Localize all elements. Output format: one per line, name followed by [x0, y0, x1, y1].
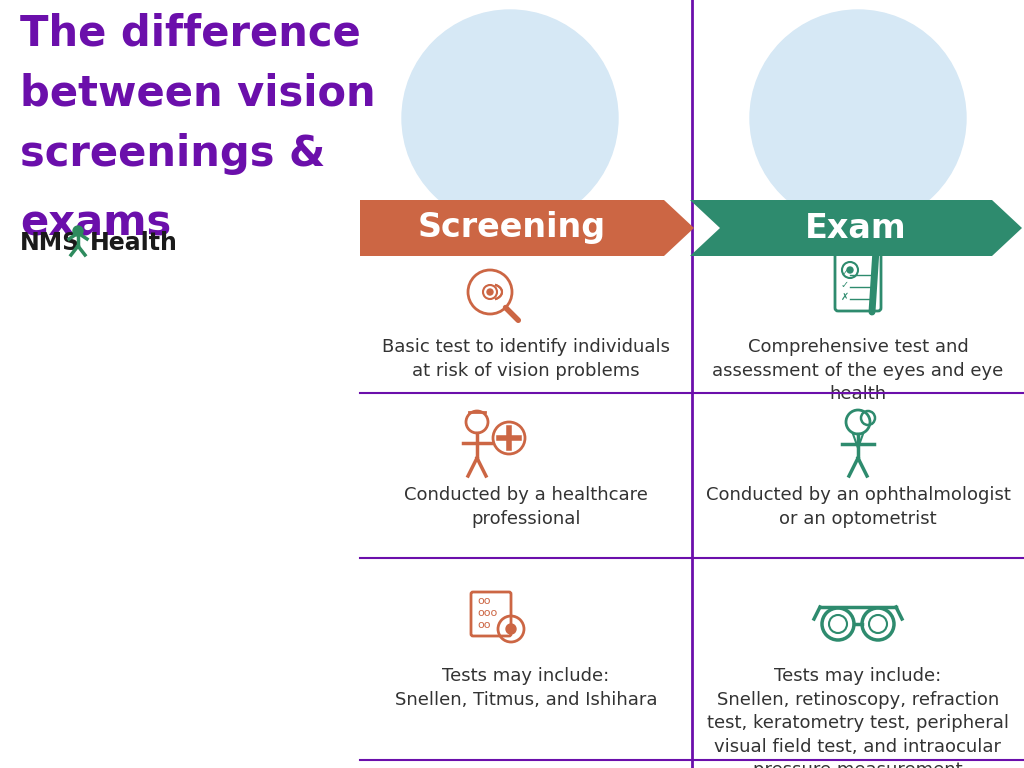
Text: Conducted by a healthcare
professional: Conducted by a healthcare professional — [404, 486, 648, 528]
FancyBboxPatch shape — [471, 592, 511, 636]
Text: between vision: between vision — [20, 73, 376, 115]
Circle shape — [506, 624, 516, 634]
Text: oo: oo — [477, 596, 490, 606]
Circle shape — [487, 289, 493, 295]
Polygon shape — [360, 200, 694, 256]
Text: Exam: Exam — [805, 211, 907, 244]
Text: screenings &: screenings & — [20, 133, 326, 175]
Text: Comprehensive test and
assessment of the eyes and eye
health: Comprehensive test and assessment of the… — [713, 338, 1004, 403]
Text: ✓: ✓ — [841, 280, 849, 290]
Circle shape — [73, 226, 83, 236]
Text: ooo: ooo — [477, 608, 498, 618]
Text: exams: exams — [20, 203, 171, 245]
Text: Screening: Screening — [418, 211, 606, 244]
Text: Tests may include:
Snellen, Titmus, and Ishihara: Tests may include: Snellen, Titmus, and … — [394, 667, 657, 709]
Text: Health: Health — [90, 231, 178, 255]
Text: Basic test to identify individuals
at risk of vision problems: Basic test to identify individuals at ri… — [382, 338, 670, 379]
Text: ✓: ✓ — [841, 268, 849, 278]
Text: NMS: NMS — [20, 231, 80, 255]
Circle shape — [847, 267, 853, 273]
Text: oo: oo — [477, 620, 490, 630]
Polygon shape — [690, 200, 1022, 256]
Text: The difference: The difference — [20, 13, 360, 55]
Text: Conducted by an ophthalmologist
or an optometrist: Conducted by an ophthalmologist or an op… — [706, 486, 1011, 528]
FancyBboxPatch shape — [835, 253, 881, 311]
Circle shape — [750, 10, 966, 226]
Circle shape — [402, 10, 618, 226]
Text: ✗: ✗ — [841, 292, 849, 302]
Text: Tests may include:
Snellen, retinoscopy, refraction
test, keratometry test, peri: Tests may include: Snellen, retinoscopy,… — [707, 667, 1009, 768]
